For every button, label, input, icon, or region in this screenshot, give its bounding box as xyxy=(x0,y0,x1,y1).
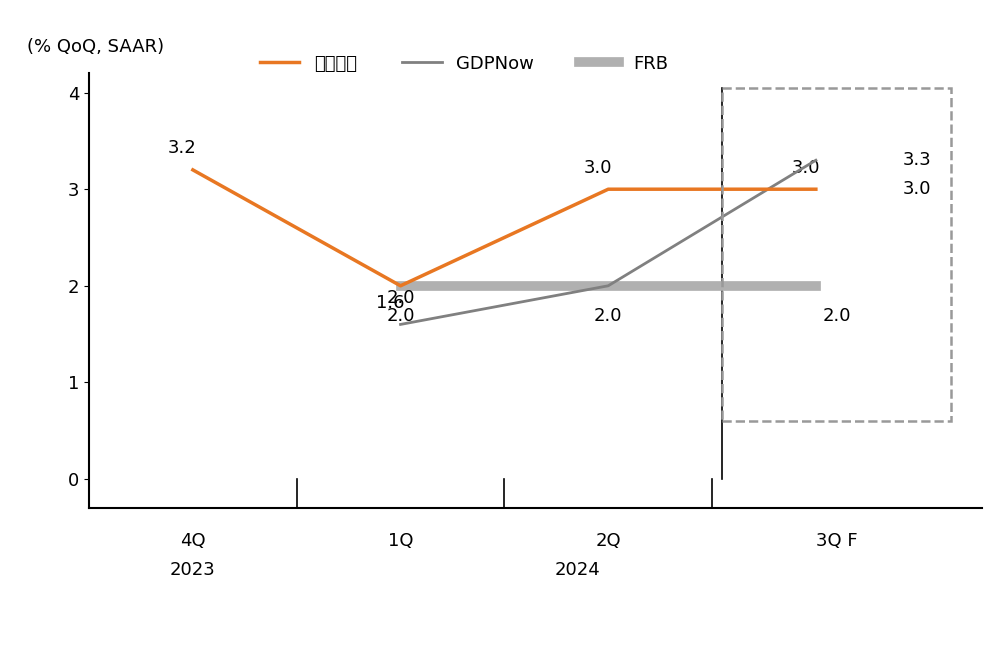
Text: 2.0: 2.0 xyxy=(823,307,850,325)
Text: 2.0: 2.0 xyxy=(386,289,415,307)
Text: (% QoQ, SAAR): (% QoQ, SAAR) xyxy=(27,38,164,56)
Text: 1Q: 1Q xyxy=(388,532,414,550)
Text: 4Q: 4Q xyxy=(180,532,205,550)
Text: 2.0: 2.0 xyxy=(594,307,622,325)
Legend: 컨센서스, GDPNow, FRB: 컨센서스, GDPNow, FRB xyxy=(252,48,676,80)
Text: 2023: 2023 xyxy=(169,561,215,579)
Text: 2Q: 2Q xyxy=(595,532,621,550)
Text: 3.3: 3.3 xyxy=(903,151,932,169)
Text: 3.2: 3.2 xyxy=(168,139,196,157)
Text: 3.0: 3.0 xyxy=(903,180,931,198)
Text: 1.6: 1.6 xyxy=(376,294,405,312)
Text: 3.0: 3.0 xyxy=(583,158,612,176)
Text: 2.0: 2.0 xyxy=(386,307,415,325)
Text: 2024: 2024 xyxy=(554,561,600,579)
Text: 3Q F: 3Q F xyxy=(816,532,857,550)
Bar xyxy=(723,88,951,421)
Text: 3.0: 3.0 xyxy=(792,158,820,176)
